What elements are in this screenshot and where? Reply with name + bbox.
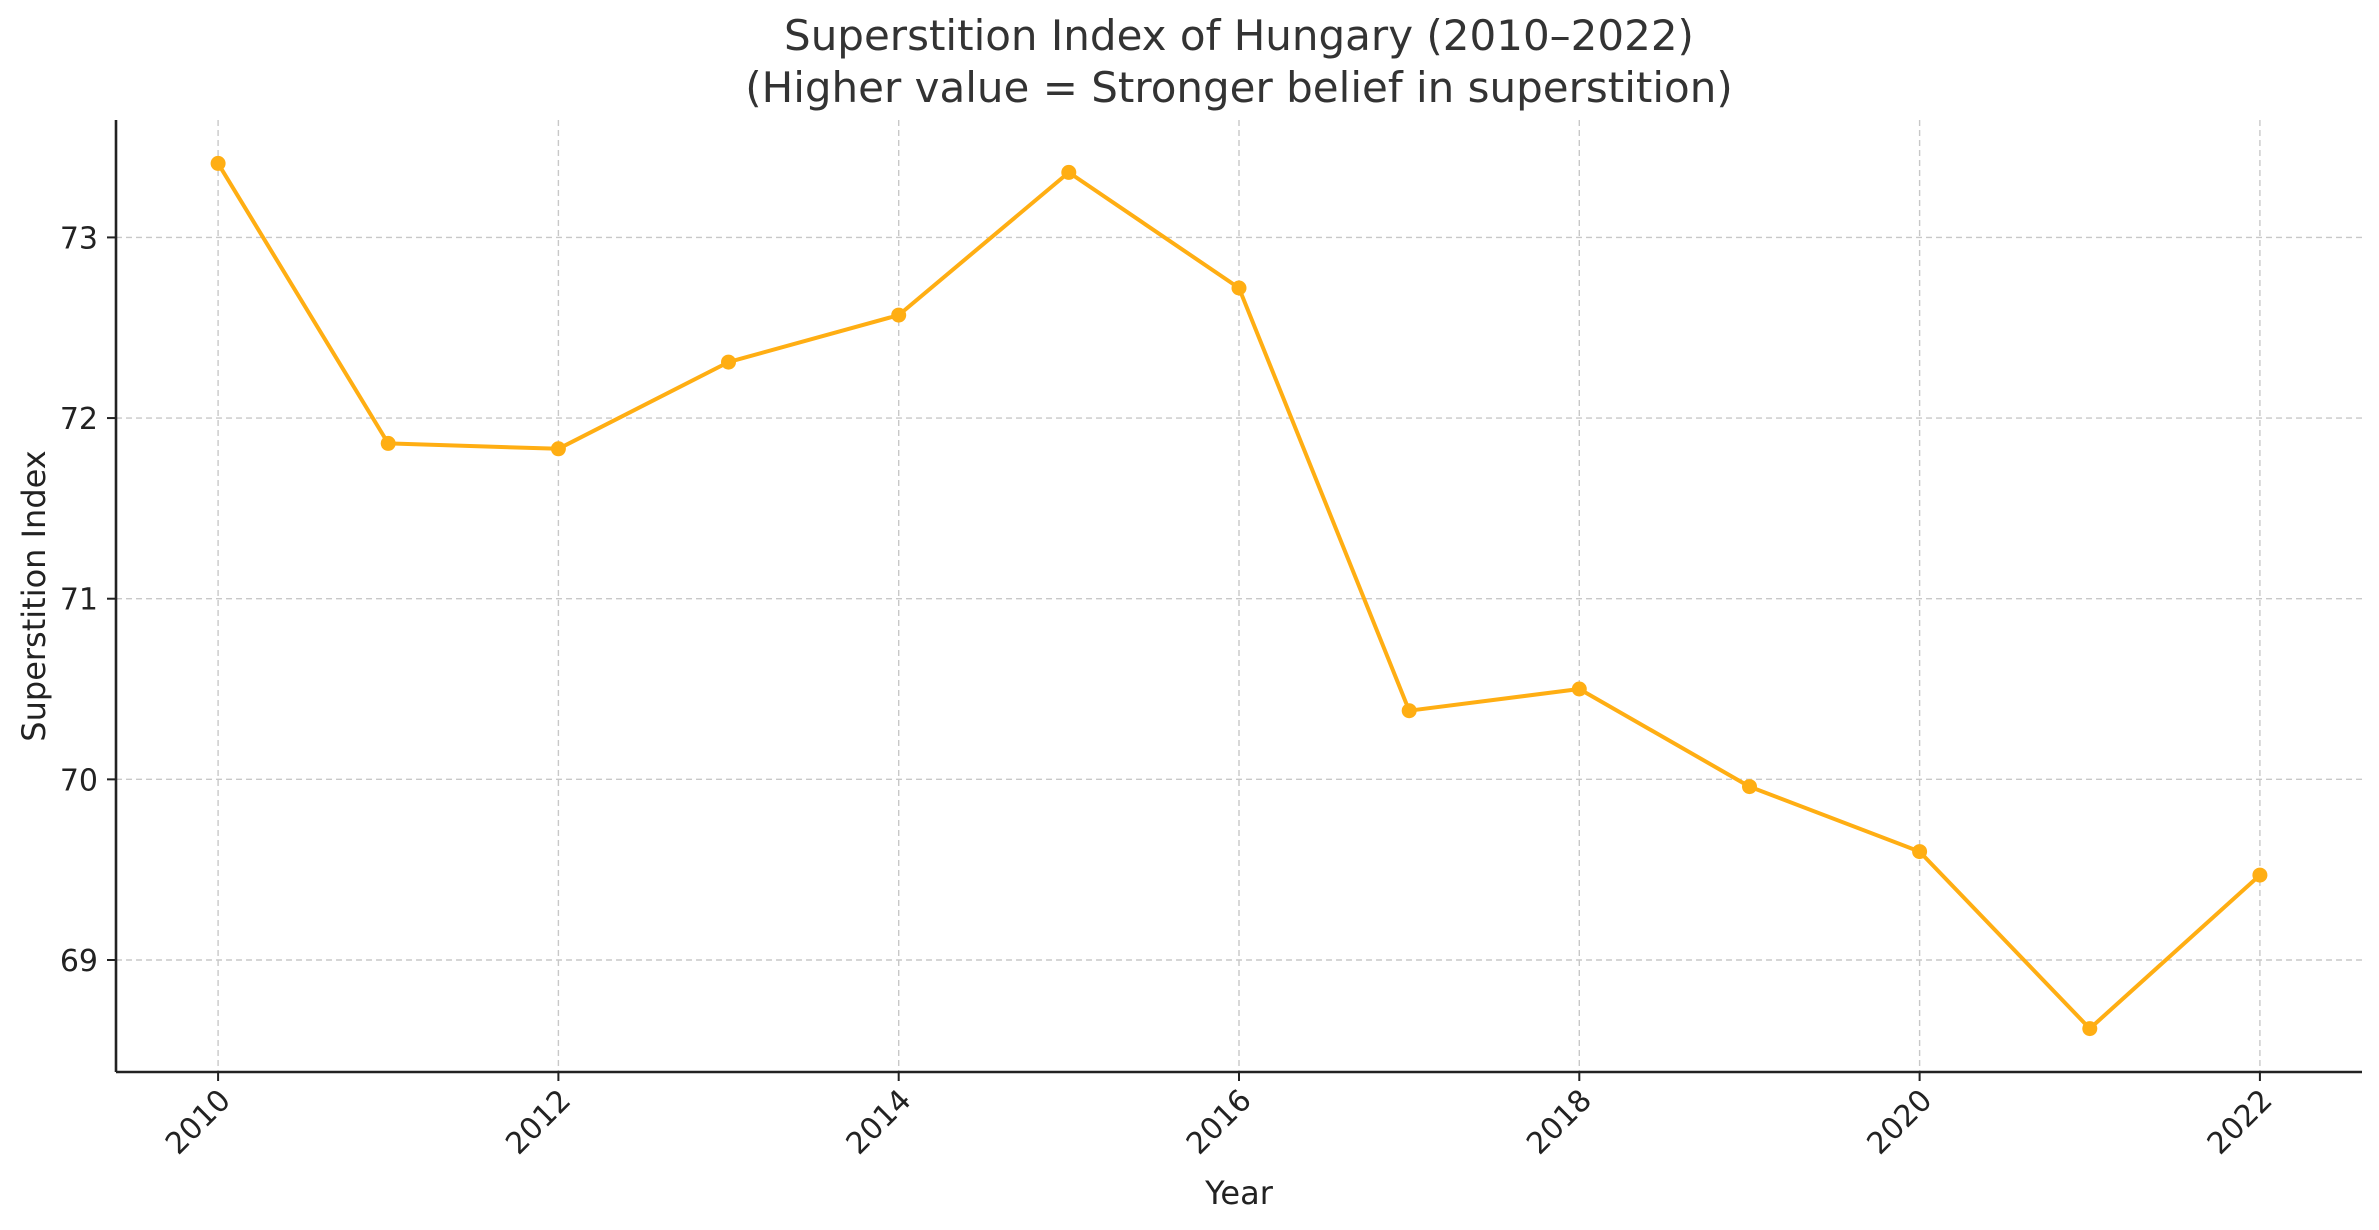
x-tick-label: 2022 <box>2201 1083 2280 1162</box>
chart-title: Superstition Index of Hungary (2010–2022… <box>784 11 1694 60</box>
data-point <box>1571 681 1587 697</box>
x-ticks: 2010 2012 2014 2016 2018 2020 2022 <box>159 1072 2280 1162</box>
y-tick-label: 73 <box>60 221 98 256</box>
y-ticks: 69 70 71 72 73 <box>60 221 116 979</box>
data-point <box>2082 1021 2098 1037</box>
data-point <box>550 441 566 457</box>
data-point <box>380 435 396 451</box>
data-point <box>1742 779 1757 795</box>
x-tick-label: 2014 <box>840 1083 919 1162</box>
x-tick-label: 2010 <box>159 1083 238 1162</box>
chart-subtitle: (Higher value = Stronger belief in super… <box>745 63 1732 112</box>
x-tick-label: 2012 <box>499 1083 578 1162</box>
y-tick-label: 69 <box>60 944 98 979</box>
y-tick-label: 70 <box>60 763 98 798</box>
data-point <box>1061 164 1077 180</box>
y-tick-label: 72 <box>60 402 98 437</box>
data-point <box>1401 703 1417 719</box>
data-point <box>2252 867 2268 883</box>
x-tick-label: 2016 <box>1180 1083 1259 1162</box>
grid-lines <box>116 120 2362 1072</box>
x-tick-label: 2020 <box>1861 1083 1940 1162</box>
y-axis-label: Superstition Index <box>15 450 53 741</box>
data-point <box>891 307 907 323</box>
y-tick-label: 71 <box>60 583 98 618</box>
data-point <box>721 354 736 370</box>
x-axis-label: Year <box>1204 1174 1274 1212</box>
x-tick-label: 2018 <box>1520 1083 1599 1162</box>
data-point <box>1912 844 1928 860</box>
data-point <box>210 155 226 171</box>
data-point <box>1231 280 1247 296</box>
series-line <box>210 155 2268 1037</box>
